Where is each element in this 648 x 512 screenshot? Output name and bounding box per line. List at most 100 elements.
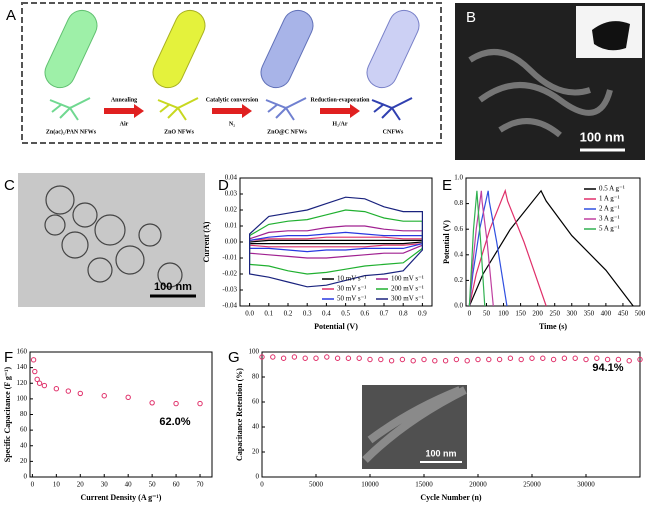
data-point [302,355,308,361]
data-point [65,388,72,394]
x-tick-label: 25000 [523,481,541,489]
x-tick-label: 250 [549,310,560,318]
data-point [507,355,514,361]
data-point [173,400,179,407]
data-point [594,355,600,361]
data-point [572,355,578,361]
x-tick-label: 100 [498,310,509,318]
x-tick-label: 50 [483,310,491,318]
y-tick-label: 0.02 [225,206,238,214]
y-tick-label: -0.03 [222,286,237,294]
series-line [249,236,423,248]
y-tick-label: -0.01 [222,254,237,262]
tem-image [18,173,205,307]
x-tick-label: 40 [125,481,133,489]
legend-label: 0.5 A g⁻¹ [599,185,625,193]
data-point [270,354,276,360]
y-tick-label: 100 [249,348,260,356]
legend-label: 10 mV s⁻¹ [337,275,366,283]
x-tick-label: 0.1 [264,310,273,318]
stage-label: Zn(ac)₂/PAN NFWs [46,128,97,135]
data-point [432,358,438,364]
x-tick-label: 0.4 [322,310,331,318]
y-tick-label: 60 [252,398,260,406]
x-tick-label: 10 [53,481,61,489]
x-tick-label: 50 [149,481,157,489]
scale-bar-label: 100 nm [154,281,192,293]
x-tick-label: 60 [173,481,181,489]
data-point [367,356,373,363]
x-tick-label: 0 [260,481,264,489]
data-point [540,355,546,361]
x-tick-label: 20000 [469,481,487,489]
x-tick-label: 0.6 [360,310,369,318]
x-tick-label: 0.0 [245,310,254,318]
y-axis-title: Current (A) [202,221,211,262]
y-tick-label: 0 [24,473,28,481]
x-tick-label: 0.5 [341,310,350,318]
data-point [345,355,352,361]
fiber-networks [49,97,413,121]
cylinders [44,9,420,89]
data-point [410,358,416,364]
x-tick-label: 30000 [577,481,595,489]
plot-frame [29,351,213,478]
y-tick-label: 20 [20,457,28,465]
data-point [583,356,589,363]
data-point [101,393,107,399]
y-tick-label: 40 [252,423,260,431]
x-tick-label: 15000 [415,481,433,489]
data-point [356,355,362,361]
y-tick-label: 0.2 [454,276,463,284]
scale-bar-label: 100 nm [425,448,456,458]
stage-label: CNFWs [383,129,404,135]
x-axis-title: Cycle Number (n) [420,493,482,502]
y-tick-label: 160 [17,348,28,356]
legend-label: 1 A g⁻¹ [599,195,620,203]
x-tick-label: 200 [532,310,543,318]
data-point [149,400,155,406]
data-point [36,380,43,386]
photo-object [592,21,630,51]
data-point [421,356,427,363]
y-axis-title: Specific Capacitance (F g⁻¹) [3,366,12,462]
step-gas: H₂/Ar [332,121,347,127]
series-line [249,225,423,259]
series-line [249,231,423,253]
series-line [468,190,508,307]
series-line [468,188,547,307]
y-tick-label: 60 [20,426,28,434]
data-point [464,358,470,364]
x-tick-label: 150 [515,310,526,318]
legend-label: 300 mV s⁻¹ [391,295,424,303]
y-tick-label: 0.03 [225,190,238,198]
data-point [378,356,384,363]
legend-label: 30 mV s⁻¹ [337,285,366,293]
x-tick-label: 5000 [309,481,324,489]
series-line [249,239,423,245]
x-tick-label: 0 [468,310,472,318]
data-point [125,394,131,401]
data-point [637,356,643,363]
x-tick-label: 300 [567,310,578,318]
y-tick-label: 120 [17,379,28,387]
y-tick-label: 100 [17,394,28,402]
x-tick-label: 450 [618,310,629,318]
y-tick-label: 0 [256,473,260,481]
step-name: Annealing [111,97,137,103]
legend-label: 2 A g⁻¹ [599,205,620,213]
plot-frame [261,351,641,478]
x-tick-label: 500 [635,310,646,318]
stage-label: ZnO NFWs [164,129,195,135]
sem-inset-texture [362,386,467,463]
data-point [34,376,40,383]
data-point [334,355,341,361]
series-line [468,189,634,307]
legend-label: 3 A g⁻¹ [599,215,620,223]
data-point [32,368,38,375]
data-point [475,356,481,363]
stage-label: ZnO@C NFWs [267,129,307,135]
x-tick-label: 0 [31,481,35,489]
data-point [388,358,395,364]
